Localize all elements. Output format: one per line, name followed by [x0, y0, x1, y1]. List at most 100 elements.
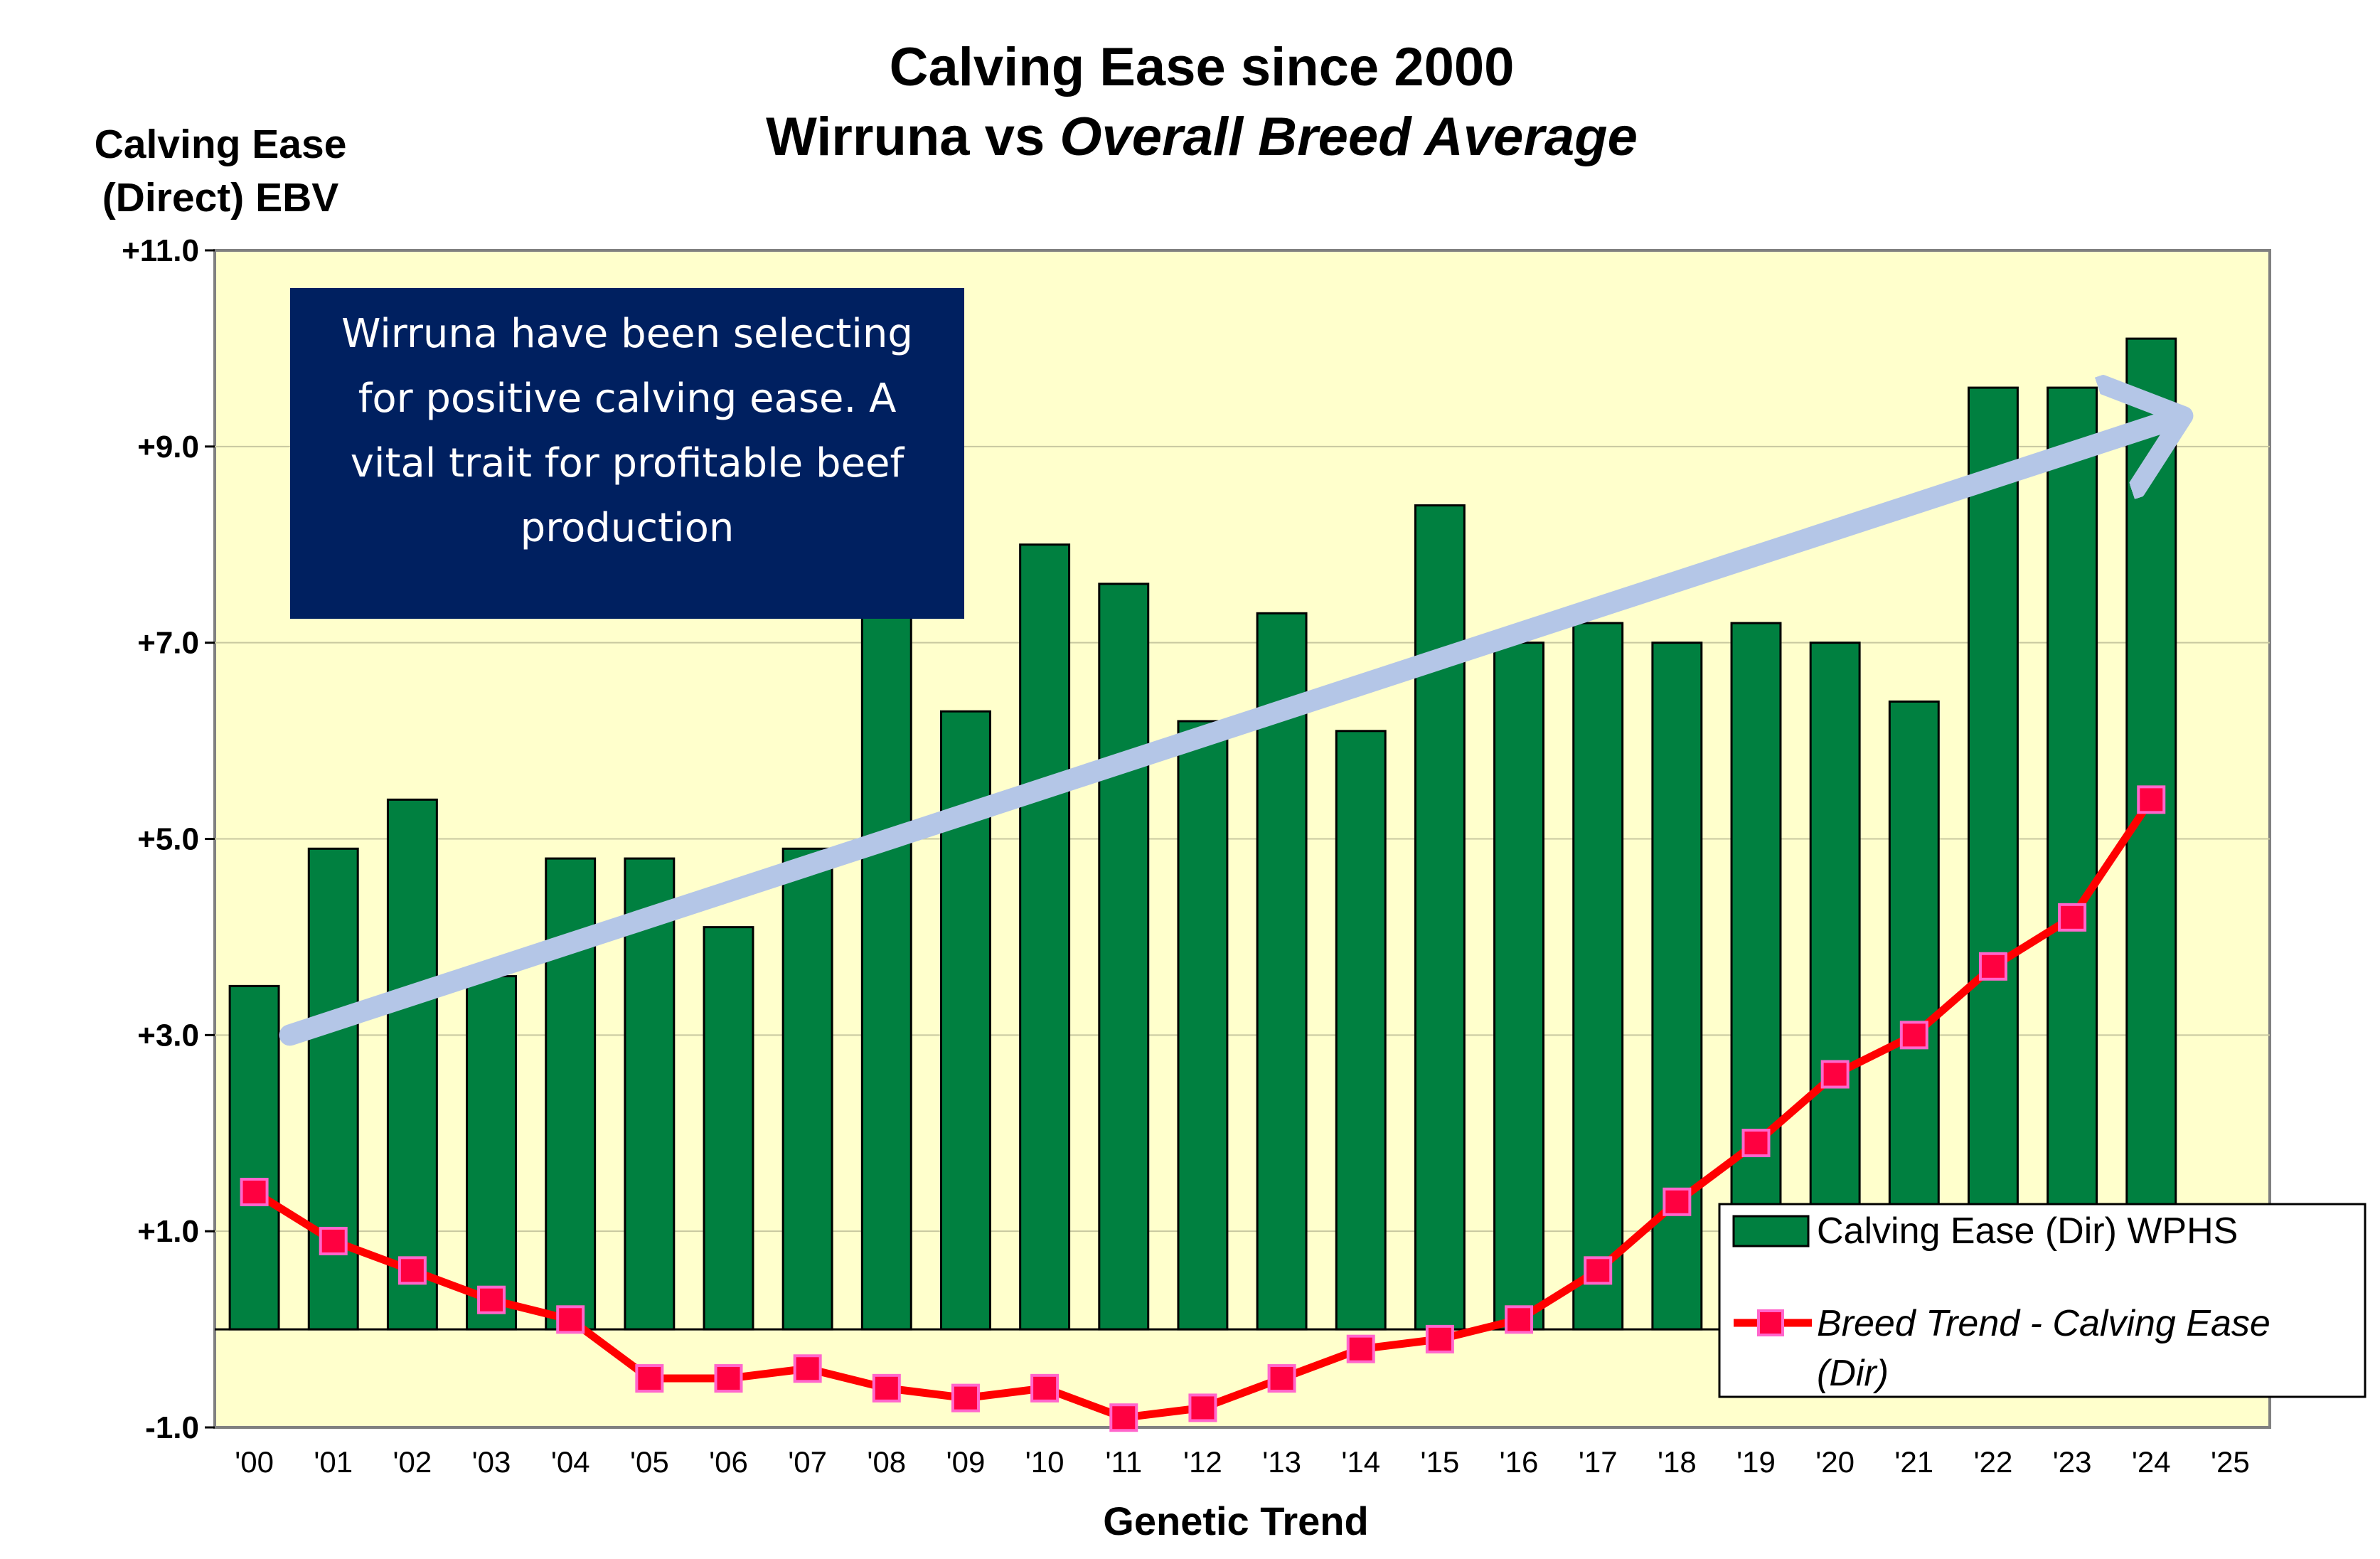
bar-00: [228, 984, 280, 1331]
chart-title-line1: Calving Ease since 2000: [890, 37, 1515, 97]
y-tick-label: +5.0: [137, 822, 199, 857]
trend-arrow-layer: [279, 417, 2180, 1046]
x-tick-label: '07: [788, 1445, 827, 1479]
trend-point-03: [477, 1285, 506, 1314]
trend-point-20: [1820, 1060, 1850, 1089]
x-tick-label: '14: [1341, 1445, 1380, 1479]
trend-point-10: [1030, 1373, 1060, 1403]
trend-point-09: [951, 1383, 980, 1412]
trend-point-21: [1899, 1021, 1928, 1050]
x-tick-label: '22: [1974, 1445, 2013, 1479]
x-tick-label: '12: [1183, 1445, 1222, 1479]
bar-01: [307, 847, 359, 1331]
legend-line-label-1: Breed Trend - Calving Ease: [1817, 1303, 2270, 1344]
legend-box: [1718, 1203, 2366, 1398]
bar-16: [1493, 642, 1544, 1331]
trend-point-12: [1188, 1393, 1217, 1422]
bar-15: [1414, 504, 1466, 1331]
x-axis-ticks: '00 '01 '02 '03 '04 '05 '06 '07 '08 '09 '10 '11 '12 '…: [235, 1445, 2250, 1479]
trend-point-01: [319, 1226, 348, 1255]
x-tick-label: '04: [551, 1445, 590, 1479]
y-tick-label: +9.0: [137, 430, 199, 464]
trend-point-15: [1425, 1324, 1454, 1353]
x-axis-label: Genetic Trend: [1103, 1499, 1368, 1543]
x-tick-label: '17: [1579, 1445, 1618, 1479]
bar-22: [1968, 386, 2019, 1331]
bar-14: [1335, 730, 1387, 1331]
x-tick-label: '19: [1736, 1445, 1776, 1479]
trend-point-17: [1584, 1256, 1613, 1285]
x-tick-label: '16: [1500, 1445, 1539, 1479]
trend-point-07: [793, 1354, 822, 1383]
x-tick-label: '01: [314, 1445, 353, 1479]
x-tick-label: '20: [1815, 1445, 1855, 1479]
legend-line-label-2: (Dir): [1817, 1353, 1889, 1394]
bar-07: [781, 847, 833, 1331]
callout-line-2: for positive calving ease. A: [358, 376, 897, 422]
trend-arrow: [279, 417, 2180, 1046]
legend-bar-swatch: [1732, 1215, 1810, 1247]
y-axis-ticks: -1.0 +1.0 +3.0 +5.0 +7.0 +9.0 +11.0: [122, 233, 215, 1445]
callout-line-3: vital trait for profitable beef: [351, 440, 905, 486]
bar-03: [466, 975, 517, 1331]
breed-trend-series: [240, 785, 2166, 1432]
x-tick-label: '23: [2053, 1445, 2092, 1479]
bar-17: [1572, 622, 1624, 1331]
bar-08: [860, 592, 912, 1331]
trend-point-23: [2058, 903, 2087, 932]
chart-title-line2-italic: Overall Breed Average: [1060, 107, 1638, 167]
trend-point-00: [240, 1178, 269, 1206]
trend-point-06: [714, 1364, 743, 1393]
trend-point-19: [1741, 1129, 1771, 1158]
legend: Calving Ease (Dir) WPHS Breed Trend - Ca…: [1718, 1203, 2366, 1398]
x-tick-label: '00: [235, 1445, 274, 1479]
bar-23: [2047, 386, 2098, 1331]
callout-line-1: Wirruna have been selecting: [341, 311, 913, 357]
y-axis-label-line2: (Direct) EBV: [102, 175, 339, 220]
x-tick-label: '11: [1105, 1445, 1142, 1479]
trend-point-11: [1109, 1403, 1138, 1432]
x-tick-label: '10: [1025, 1445, 1064, 1479]
x-tick-label: '25: [2211, 1445, 2250, 1479]
bar-24: [2125, 337, 2177, 1331]
bar-06: [703, 926, 754, 1331]
trend-point-22: [1978, 952, 2007, 981]
bar-13: [1256, 612, 1308, 1331]
x-tick-label: '06: [709, 1445, 748, 1479]
trend-point-02: [397, 1256, 427, 1285]
trend-point-05: [635, 1364, 664, 1393]
trend-point-14: [1346, 1334, 1375, 1363]
callout-box: Wirruna have been selecting for positive…: [290, 288, 964, 619]
legend-line-marker: [1757, 1309, 1784, 1336]
x-tick-label: '21: [1894, 1445, 1933, 1479]
trend-point-18: [1663, 1187, 1692, 1216]
trend-point-04: [556, 1305, 585, 1334]
y-axis-label-line1: Calving Ease: [95, 122, 347, 167]
trend-point-13: [1267, 1364, 1296, 1393]
y-tick-label: +11.0: [122, 233, 199, 268]
bar-05: [624, 857, 676, 1331]
chart-title-line2: Wirruna vs Overall Breed Average: [766, 107, 1638, 167]
x-tick-label: '18: [1658, 1445, 1697, 1479]
trend-point-24: [2137, 785, 2166, 814]
x-tick-label: '24: [2132, 1445, 2171, 1479]
bar-11: [1098, 582, 1150, 1331]
y-tick-label: +3.0: [137, 1018, 199, 1053]
x-tick-label: '05: [630, 1445, 669, 1479]
x-tick-label: '13: [1262, 1445, 1301, 1479]
x-tick-label: '15: [1421, 1445, 1460, 1479]
bar-18: [1651, 642, 1703, 1331]
y-tick-label: +7.0: [137, 626, 199, 661]
chart-title-line2-prefix: Wirruna vs: [766, 107, 1060, 167]
bar-10: [1019, 543, 1071, 1331]
x-tick-label: '03: [472, 1445, 511, 1479]
bar-12: [1177, 720, 1229, 1331]
bar-02: [386, 798, 438, 1331]
x-tick-label: '02: [393, 1445, 432, 1479]
x-tick-label: '09: [946, 1445, 986, 1479]
callout-background: [290, 288, 964, 619]
legend-bar-label: Calving Ease (Dir) WPHS: [1817, 1211, 2238, 1252]
trend-point-08: [872, 1373, 901, 1403]
trend-point-16: [1505, 1305, 1534, 1334]
